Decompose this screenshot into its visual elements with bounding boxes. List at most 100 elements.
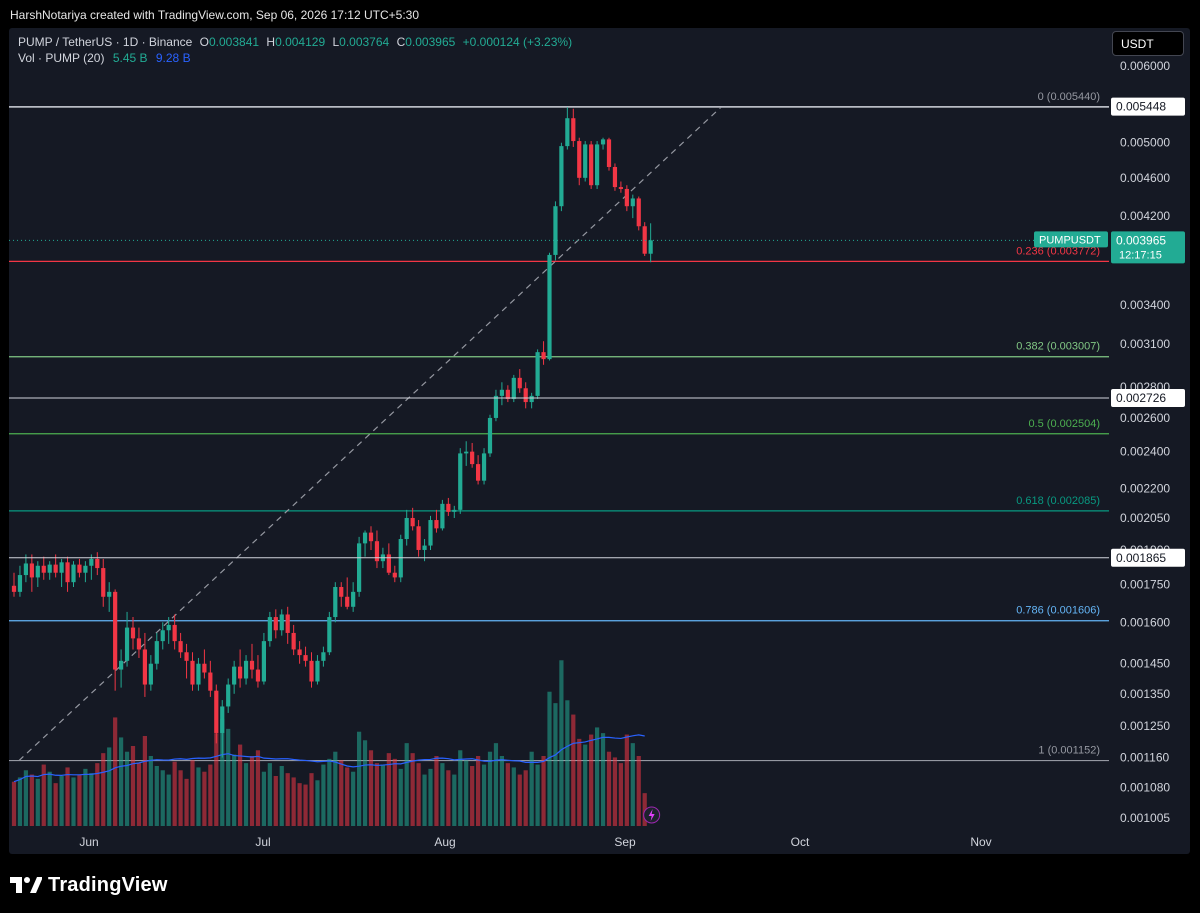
candle-body[interactable] <box>517 377 522 389</box>
candle-body[interactable] <box>53 564 58 573</box>
candle-body[interactable] <box>345 596 350 607</box>
candle-body[interactable] <box>309 660 314 682</box>
candle-body[interactable] <box>374 541 380 562</box>
candle-body[interactable] <box>172 624 177 642</box>
candle-body[interactable] <box>589 144 594 186</box>
tradingview-logo[interactable]: TradingView <box>10 871 168 899</box>
candle-body[interactable] <box>285 614 290 633</box>
candle-body[interactable] <box>89 558 94 566</box>
candle-body[interactable] <box>124 627 130 661</box>
candle-body[interactable] <box>119 660 124 670</box>
candle-body[interactable] <box>17 575 23 592</box>
candle-body[interactable] <box>303 655 308 661</box>
candle-body[interactable] <box>458 453 463 510</box>
candle-body[interactable] <box>184 652 189 661</box>
candle-body[interactable] <box>59 562 64 573</box>
candle-body[interactable] <box>273 617 278 631</box>
trend-line[interactable] <box>18 106 722 761</box>
candle-body[interactable] <box>386 554 391 573</box>
candle-body[interactable] <box>571 118 576 142</box>
candle-body[interactable] <box>410 517 415 527</box>
candle-body[interactable] <box>648 240 653 254</box>
candle-body[interactable] <box>624 188 629 207</box>
candle-body[interactable] <box>261 641 266 682</box>
candle-body[interactable] <box>83 565 88 573</box>
candle-body[interactable] <box>11 585 17 592</box>
candle-body[interactable] <box>267 617 272 642</box>
candle-body[interactable] <box>214 690 219 733</box>
candle-body[interactable] <box>113 591 118 670</box>
candle-body[interactable] <box>523 388 528 403</box>
candle-body[interactable] <box>541 352 546 360</box>
chart-panel[interactable]: 0 (0.005440) 0.236 (0.003772) 0.382 (0.003… <box>9 28 1190 854</box>
candle-body[interactable] <box>368 532 374 542</box>
candle-body[interactable] <box>434 520 439 529</box>
candle-body[interactable] <box>577 141 582 178</box>
candle-body[interactable] <box>255 669 261 682</box>
candle-body[interactable] <box>416 526 421 550</box>
candle-body[interactable] <box>77 564 82 573</box>
candle-body[interactable] <box>148 663 153 685</box>
candle-body[interactable] <box>238 666 243 679</box>
candle-body[interactable] <box>160 630 165 642</box>
candle-body[interactable] <box>71 564 76 583</box>
candle-body[interactable] <box>487 417 493 454</box>
candle-body[interactable] <box>279 614 284 631</box>
candle-body[interactable] <box>440 503 445 529</box>
candle-body[interactable] <box>630 198 635 207</box>
candle-body[interactable] <box>481 453 487 481</box>
candle-body[interactable] <box>196 663 201 685</box>
candle-body[interactable] <box>202 663 207 673</box>
candle-body[interactable] <box>565 118 570 147</box>
candle-body[interactable] <box>101 568 106 597</box>
candle-body[interactable] <box>618 187 623 189</box>
candle-body[interactable] <box>362 532 368 544</box>
candle-body[interactable] <box>452 509 457 512</box>
candle-body[interactable] <box>297 649 302 656</box>
candle-body[interactable] <box>249 660 255 670</box>
candle-body[interactable] <box>476 464 481 481</box>
symbol-tag-box[interactable] <box>1034 231 1108 248</box>
candle-body[interactable] <box>136 638 142 650</box>
candle-body[interactable] <box>315 660 320 682</box>
candle-body[interactable] <box>333 586 338 618</box>
candle-body[interactable] <box>600 139 606 145</box>
candle-body[interactable] <box>559 146 564 207</box>
candle-body[interactable] <box>505 389 510 399</box>
candle-body[interactable] <box>95 558 100 569</box>
candle-body[interactable] <box>553 206 558 255</box>
candle-body[interactable] <box>226 684 231 707</box>
candle-body[interactable] <box>130 627 136 639</box>
candle-body[interactable] <box>529 395 534 403</box>
candle-body[interactable] <box>65 562 70 583</box>
candle-body[interactable] <box>612 166 618 188</box>
candle-body[interactable] <box>606 139 612 167</box>
candle-body[interactable] <box>23 563 28 576</box>
candle-body[interactable] <box>636 198 641 227</box>
candle-body[interactable] <box>208 672 213 691</box>
candle-body[interactable] <box>220 706 225 733</box>
candle-body[interactable] <box>339 586 344 597</box>
candle-body[interactable] <box>47 564 52 573</box>
candle-body[interactable] <box>583 144 588 178</box>
candle-body[interactable] <box>321 652 326 661</box>
currency-button[interactable]: USDT <box>1112 31 1184 56</box>
candle-body[interactable] <box>291 632 296 650</box>
volume-label[interactable]: Vol · PUMP (20) <box>18 51 105 65</box>
candle-body[interactable] <box>470 451 475 465</box>
candle-body[interactable] <box>464 451 469 454</box>
candle-body[interactable] <box>535 352 540 396</box>
candle-body[interactable] <box>499 389 504 396</box>
candle-body[interactable] <box>232 666 237 685</box>
price-chart[interactable]: 0 (0.005440) 0.236 (0.003772) 0.382 (0.003… <box>9 28 1190 854</box>
candle-body[interactable] <box>493 395 499 418</box>
candle-body[interactable] <box>642 226 647 254</box>
candle-body[interactable] <box>41 565 46 573</box>
candle-body[interactable] <box>327 617 332 653</box>
candle-body[interactable] <box>595 144 600 186</box>
candle-body[interactable] <box>142 649 147 685</box>
candle-body[interactable] <box>29 563 34 578</box>
candle-body[interactable] <box>166 624 171 631</box>
candle-body[interactable] <box>107 591 112 597</box>
candle-body[interactable] <box>351 591 356 607</box>
